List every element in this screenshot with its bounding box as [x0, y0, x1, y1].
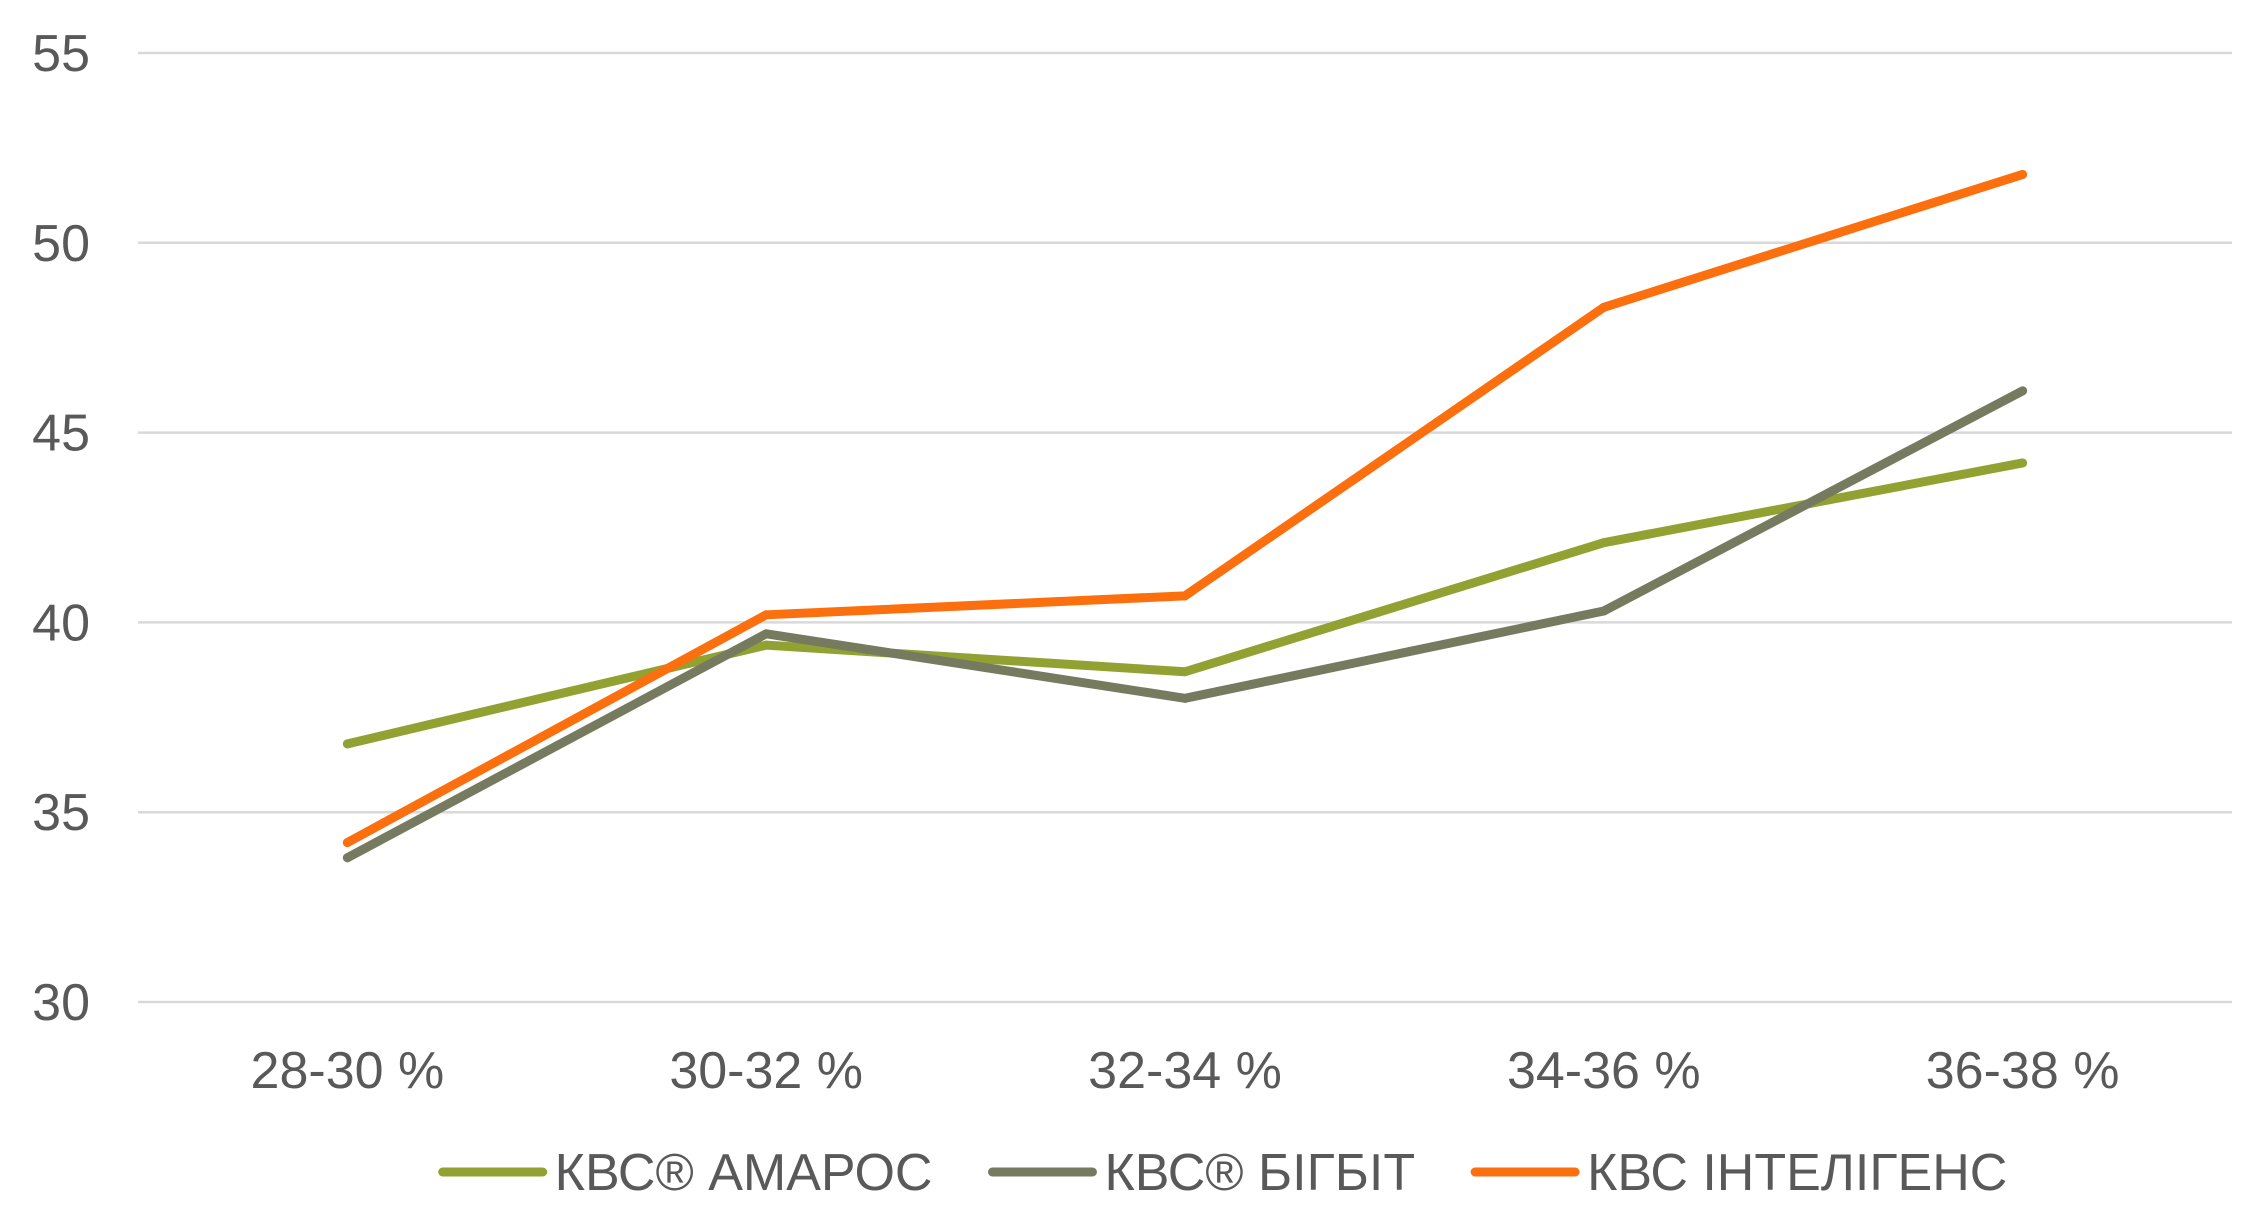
- data-point: [342, 838, 352, 848]
- data-point: [342, 739, 352, 749]
- data-point: [2018, 458, 2028, 468]
- series-2: [342, 386, 2028, 863]
- x-axis-tick-labels: 28-30 % 30-32 % 32-34 % 34-36 % 36-38 %: [251, 1042, 2120, 1100]
- series-1: [342, 458, 2028, 749]
- legend: КВС® АМАРОС КВС® БІГБІТ КВС ІНТЕЛІГЕНС: [438, 1144, 2007, 1202]
- data-point: [1599, 606, 1609, 616]
- y-tick-label: 50: [32, 215, 90, 273]
- data-point: [1180, 591, 1190, 601]
- data-point: [1180, 667, 1190, 677]
- data-point: [2018, 169, 2028, 179]
- data-point: [1180, 693, 1190, 703]
- x-tick-label: 30-32 %: [669, 1042, 863, 1100]
- y-tick-label: 30: [32, 974, 90, 1032]
- x-tick-label: 36-38 %: [1926, 1042, 2120, 1100]
- data-point: [1599, 302, 1609, 312]
- data-point: [2018, 386, 2028, 396]
- data-point: [342, 853, 352, 863]
- data-point: [761, 629, 771, 639]
- data-point: [761, 640, 771, 650]
- y-tick-label: 45: [32, 405, 90, 463]
- y-tick-label: 55: [32, 25, 90, 83]
- x-tick-label: 32-34 %: [1088, 1042, 1282, 1100]
- legend-label: КВС® БІГБІТ: [1104, 1144, 1415, 1202]
- y-tick-label: 35: [32, 784, 90, 842]
- series-line: [342, 386, 2028, 863]
- gridlines: [138, 51, 2232, 1004]
- series-lines: [342, 169, 2028, 863]
- legend-item-3: КВС ІНТЕЛІГЕНС: [1470, 1144, 2007, 1202]
- y-axis-tick-labels: 30 35 40 45 50 55: [32, 25, 90, 1032]
- legend-label: КВС ІНТЕЛІГЕНС: [1587, 1144, 2007, 1202]
- data-point: [1599, 538, 1609, 548]
- y-tick-label: 40: [32, 594, 90, 652]
- x-tick-label: 34-36 %: [1507, 1042, 1701, 1100]
- legend-item-1: КВС® АМАРОС: [438, 1144, 933, 1202]
- series-3: [342, 169, 2028, 848]
- x-tick-label: 28-30 %: [251, 1042, 445, 1100]
- legend-label: КВС® АМАРОС: [555, 1144, 933, 1202]
- data-point: [761, 610, 771, 620]
- legend-item-2: КВС® БІГБІТ: [987, 1144, 1415, 1202]
